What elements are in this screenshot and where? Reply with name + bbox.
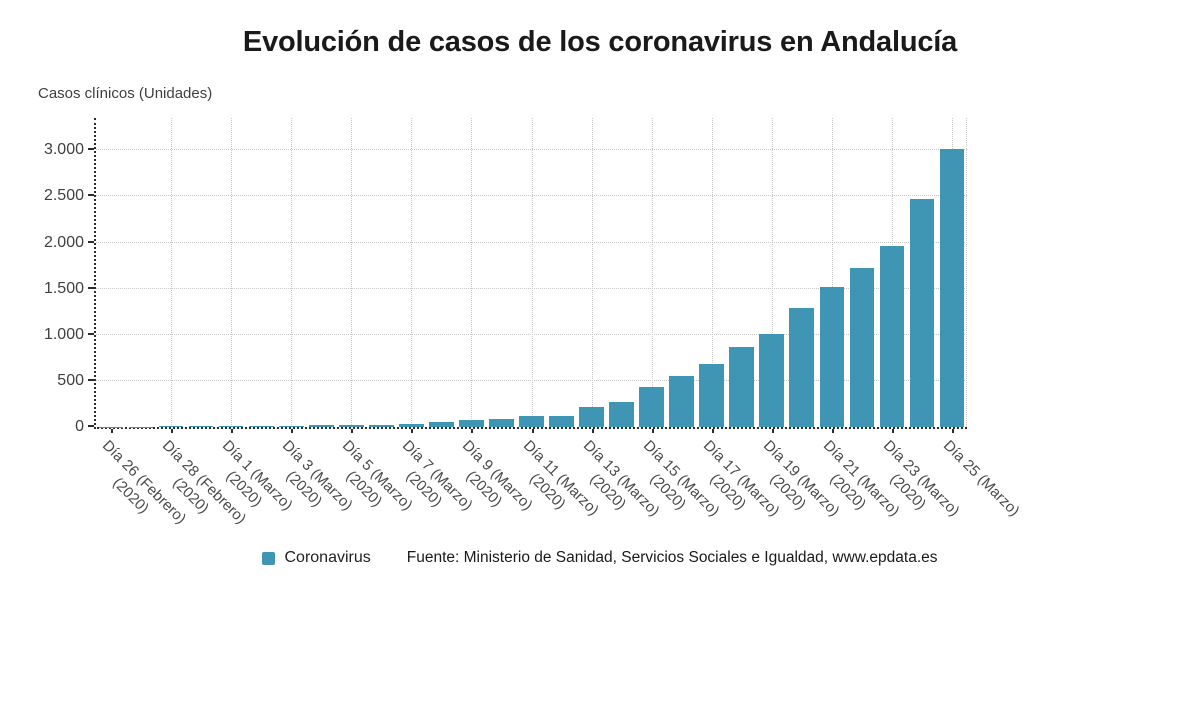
v-gridline [651, 118, 653, 427]
y-tick-mark [88, 286, 94, 289]
v-gridline [471, 118, 473, 427]
y-tick-label: 500 [57, 371, 84, 389]
bar-d-a-1-marzo- [218, 425, 244, 427]
bar-d-a-12-marzo- [549, 416, 574, 427]
x-tick-mark [591, 429, 594, 433]
plot-area: 0 500 1.000 1.500 2.000 2.500 3.000 Día 26 (Fe… [44, 118, 1023, 527]
bar-d-a-6-marzo- [369, 424, 394, 427]
legend-and-source-row: Coronavirus Fuente: Ministerio de Sanida… [0, 549, 1200, 567]
y-axis-unit-label: Casos clínicos (Unidades) [38, 85, 213, 102]
x-tick-mark [351, 429, 354, 433]
bar-d-a-18-marzo- [729, 347, 755, 427]
x-tick-mark [291, 429, 294, 433]
y-tick-mark [88, 378, 94, 381]
x-tick-mark [111, 429, 114, 433]
bar-d-a-20-marzo- [789, 308, 815, 427]
bar-d-a-8-marzo- [429, 422, 454, 427]
y-tick-label: 3.000 [43, 141, 84, 159]
v-gridline [831, 118, 833, 427]
v-gridline [411, 118, 413, 427]
bar-d-a-21-marzo- [819, 287, 845, 427]
bar-d-a-19-marzo- [759, 334, 785, 427]
y-tick-label: 1.500 [43, 279, 84, 297]
legend-swatch-icon [262, 551, 276, 565]
bar-d-a-4-marzo- [308, 425, 334, 427]
chart-title: Evolución de casos de los coronavirus en… [242, 26, 958, 58]
y-tick-label: 0 [75, 418, 84, 435]
y-tick-mark [88, 332, 94, 335]
bar-d-a-7-marzo- [399, 423, 424, 427]
v-gridline-right-edge [966, 118, 967, 427]
y-tick-label: 2.500 [43, 187, 84, 205]
v-gridline [771, 118, 773, 427]
x-tick-mark [771, 429, 774, 433]
x-tick-mark [831, 429, 834, 433]
v-gridline [291, 118, 293, 427]
source-attribution-text: Fuente: Ministerio de Sanidad, Servicios… [406, 549, 938, 566]
x-tick-mark [231, 429, 234, 433]
bar-d-a-17-marzo- [699, 364, 725, 427]
bar-d-a-5-marzo- [338, 425, 364, 427]
x-tick-mark [531, 429, 534, 433]
bar-d-a-15-marzo- [639, 386, 664, 427]
x-tick-mark [891, 429, 894, 433]
y-tick-mark [88, 148, 94, 151]
y-tick-mark [88, 194, 94, 197]
v-gridline [171, 118, 173, 427]
v-gridline [591, 118, 593, 427]
x-tick-mark [171, 429, 174, 433]
bar-d-a-28-febrero- [158, 426, 184, 427]
x-tick-mark [411, 429, 414, 433]
bar-d-a-9-marzo- [459, 420, 484, 427]
v-gridline [711, 118, 713, 427]
x-tick-mark [711, 429, 714, 433]
v-gridline [531, 118, 533, 427]
legend-item-coronavirus[interactable]: Coronavirus [262, 549, 371, 567]
y-tick-mark [88, 240, 94, 243]
bar-d-a-11-marzo- [519, 416, 544, 427]
v-gridline [231, 118, 233, 427]
v-gridline [351, 118, 353, 427]
bar-d-a-25-marzo- [939, 149, 965, 427]
y-tick-label: 1.000 [43, 325, 84, 343]
bar-d-a-29-febrero- [188, 426, 214, 427]
x-tick-mark [651, 429, 654, 433]
bar-d-a-13-marzo- [579, 406, 604, 427]
bar-d-a-2-marzo- [248, 425, 274, 427]
bar-d-a-10-marzo- [489, 418, 514, 427]
x-tick-mark [471, 429, 474, 433]
bar-d-a-22-marzo- [849, 267, 875, 427]
y-tick-label: 2.000 [43, 233, 84, 251]
x-tick-mark [951, 429, 954, 433]
y-tick-mark [88, 425, 94, 427]
bar-d-a-16-marzo- [669, 375, 694, 427]
bar-d-a-23-marzo- [879, 246, 905, 427]
bar-d-a-24-marzo- [909, 198, 935, 427]
legend-label: Coronavirus [284, 549, 371, 566]
bar-d-a-14-marzo- [609, 402, 634, 427]
bar-d-a-3-marzo- [278, 425, 304, 427]
